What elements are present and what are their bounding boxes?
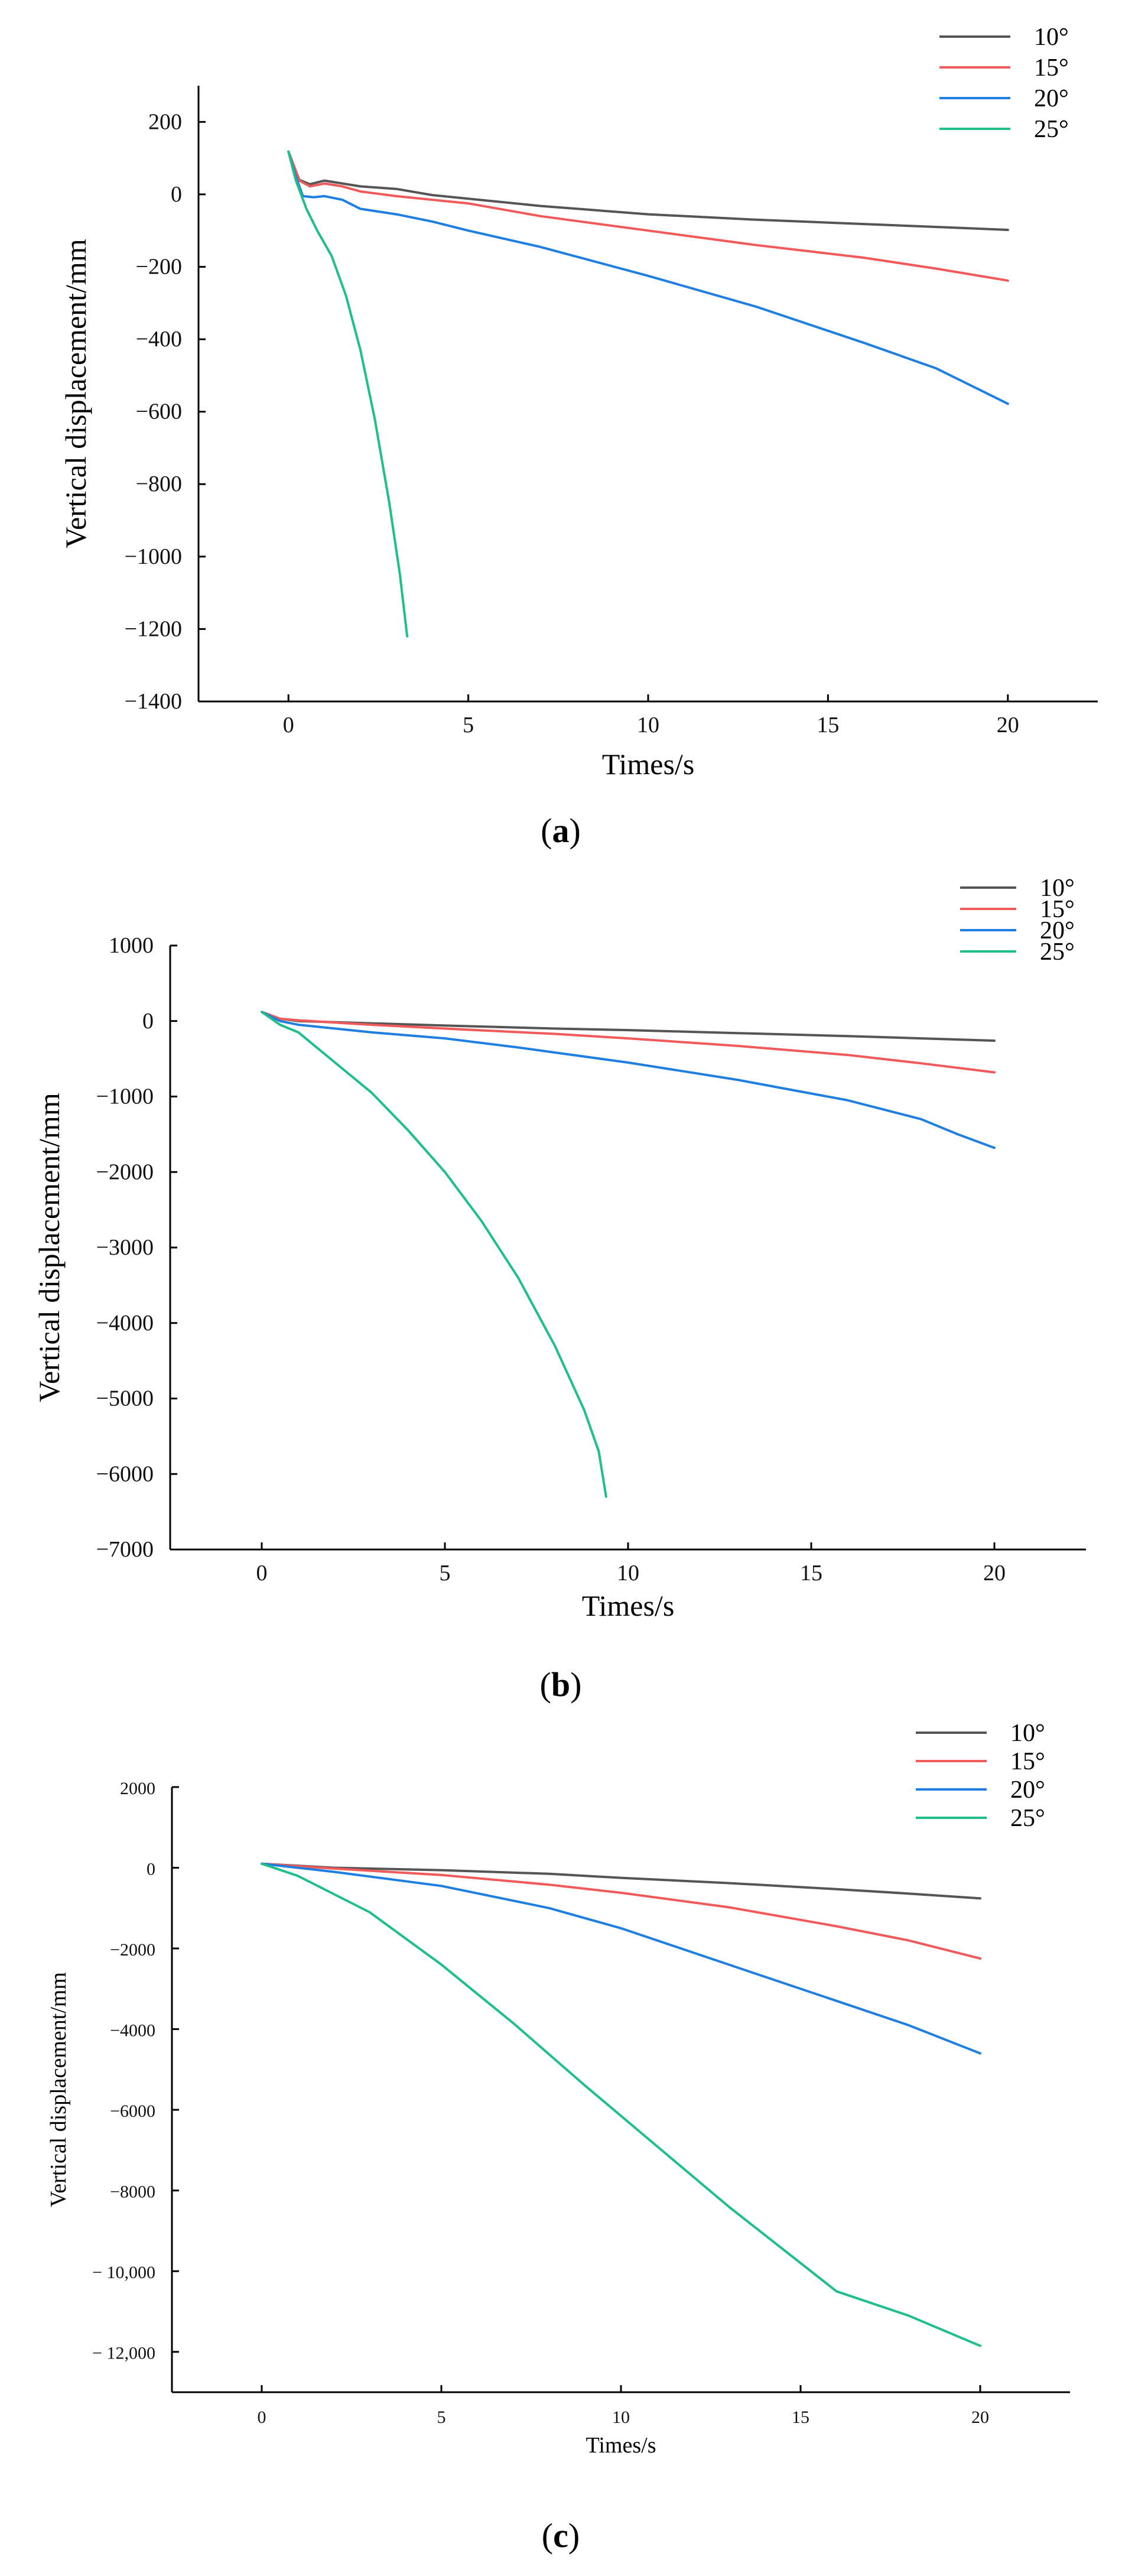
panel-a-y-tick-label: −400 (136, 327, 182, 352)
panel-c-caption-letter: c (553, 2516, 568, 2555)
panel-c-x-label: Times/s (586, 2433, 656, 2458)
panel-a-series-line-1 (287, 150, 1009, 282)
panel-b-y-tick-label: −2000 (96, 1159, 154, 1184)
panel-b-legend-label-3: 25° (1040, 938, 1075, 966)
panel-a-y-tick-label: −800 (136, 472, 182, 496)
panel-c-y-tick-label: 0 (147, 1860, 155, 1879)
panel-c-caption: (c) (542, 2516, 580, 2555)
panel-b-legend: 10°15°20°25° (960, 875, 1075, 966)
panel-a-ticks: 200 0 −200 −400 −600 −800 −1000 −1200 −1400 0 5 10 1… (125, 109, 1019, 738)
panel-b-y-tick-label: 0 (142, 1009, 154, 1034)
panel-a-series (287, 150, 1009, 638)
panel-c-series-line-0 (261, 1862, 981, 1900)
panel-c-legend-label-0: 10° (1010, 1720, 1045, 1747)
panel-b-x-tick-label: 0 (256, 1561, 268, 1586)
panel-a-series-line-3 (287, 150, 409, 638)
panel-b-x-tick-label: 20 (983, 1561, 1006, 1586)
panel-c-ticks: 2000 0 −2000 −4000 −6000 −8000 − 10,000 − 12,00… (92, 1779, 989, 2427)
panel-c-y-label: Vertical displacement/mm (46, 1972, 71, 2207)
panel-c-y-tick-label: −6000 (110, 2101, 155, 2121)
panel-c-legend: 10°15°20°25° (916, 1720, 1045, 1832)
panel-b-legend-label-1: 15° (1040, 896, 1075, 923)
panel-b-x-tick-label: 15 (800, 1561, 822, 1586)
panel-a-caption: (a) (541, 811, 581, 850)
panel-a-x-tick-label: 0 (283, 713, 294, 738)
panel-c-x-tick-label: 20 (971, 2408, 989, 2427)
panel-a-legend: 10° 15° 20° 25° (939, 24, 1069, 143)
panel-b-x-tick-label: 10 (617, 1561, 639, 1586)
panel-c-y-tick-label: −8000 (110, 2182, 155, 2202)
panel-b-caption: (b) (540, 1665, 582, 1704)
panel-a-y-tick-label: −600 (136, 399, 182, 424)
panel-a-y-tick-label: 0 (171, 182, 182, 207)
panel-a-legend-label-2: 20° (1034, 85, 1069, 112)
panel-a-x-tick-label: 10 (637, 713, 659, 738)
panel-c-x-tick-label: 5 (437, 2408, 446, 2427)
chart-panel-c: 2000 0 −2000 −4000 −6000 −8000 − 10,000 − 12,00… (46, 1720, 1070, 2555)
panel-a-legend-label-1: 15° (1034, 54, 1069, 82)
panel-c-y-tick-label: −4000 (110, 2021, 155, 2041)
panel-c-series-line-1 (261, 1862, 981, 1960)
panel-a-series-line-0 (287, 150, 1009, 231)
panel-b-y-tick-label: 1000 (109, 933, 154, 958)
panel-a-y-tick-label: −1000 (125, 544, 182, 569)
panel-c-y-tick-label: − 10,000 (92, 2263, 155, 2282)
panel-c-series-line-3 (261, 1862, 981, 2347)
panel-b-ticks: 1000 0 −1000 −2000 −3000 −4000 −5000 −6000 −7000… (96, 933, 1006, 1586)
panel-a-y-tick-label: −1200 (125, 616, 182, 641)
panel-a-y-tick-label: −200 (136, 254, 182, 279)
panel-b-legend-label-2: 20° (1040, 917, 1075, 944)
panel-c-series (261, 1862, 981, 2347)
chart-panel-b: 1000 0 −1000 −2000 −3000 −4000 −5000 −6000 −7000… (32, 875, 1086, 1704)
panel-b-series (261, 1011, 996, 1498)
panel-a-x-tick-label: 15 (817, 713, 839, 738)
panel-a-legend-label-0: 10° (1034, 24, 1069, 51)
chart-panel-a: 200 0 −200 −400 −600 −800 −1000 −1200 −1400 0 5 10 1… (59, 24, 1098, 850)
panel-a-series-line-2 (287, 150, 1009, 405)
panel-c-series-line-2 (261, 1862, 981, 2055)
panel-b-y-tick-label: −7000 (96, 1537, 154, 1562)
panel-c-x-tick-label: 15 (792, 2408, 809, 2427)
panel-b-y-tick-label: −5000 (96, 1386, 154, 1411)
panel-b-series-line-1 (261, 1011, 996, 1074)
panel-b-x-label: Times/s (582, 1589, 675, 1622)
panel-b-series-line-2 (261, 1011, 996, 1149)
panel-b-legend-label-0: 10° (1040, 875, 1075, 902)
panel-b-y-tick-label: −4000 (96, 1311, 154, 1336)
panel-b-series-line-3 (261, 1011, 607, 1498)
panel-a-x-tick-label: 20 (997, 713, 1019, 738)
panel-c-legend-label-3: 25° (1010, 1805, 1045, 1832)
panel-c-y-tick-label: − 12,000 (92, 2344, 155, 2363)
panel-c-legend-label-2: 20° (1010, 1776, 1045, 1804)
panel-a-y-tick-label: 200 (148, 109, 182, 134)
panel-a-caption-letter: a (552, 811, 570, 850)
panel-a-x-label: Times/s (602, 748, 695, 781)
panel-c-y-tick-label: −2000 (110, 1940, 155, 1960)
panel-b-y-tick-label: −6000 (96, 1461, 154, 1486)
panel-c-x-tick-label: 10 (612, 2408, 630, 2427)
panel-a-y-label: Vertical displacement/mm (59, 239, 92, 548)
panel-a-x-tick-label: 5 (463, 713, 474, 738)
panel-b-y-tick-label: −3000 (96, 1235, 154, 1260)
panel-a-legend-label-3: 25° (1034, 116, 1069, 143)
panel-b-x-tick-label: 5 (440, 1561, 451, 1586)
panel-c-y-tick-label: 2000 (120, 1779, 155, 1798)
panel-a-y-tick-label: −1400 (125, 689, 182, 714)
panel-c-x-tick-label: 0 (258, 2408, 266, 2427)
panel-c-legend-label-1: 15° (1010, 1748, 1045, 1775)
panel-b-caption-letter: b (551, 1665, 570, 1704)
panel-b-y-label: Vertical displacement/mm (32, 1093, 66, 1402)
panel-b-y-tick-label: −1000 (96, 1084, 154, 1109)
